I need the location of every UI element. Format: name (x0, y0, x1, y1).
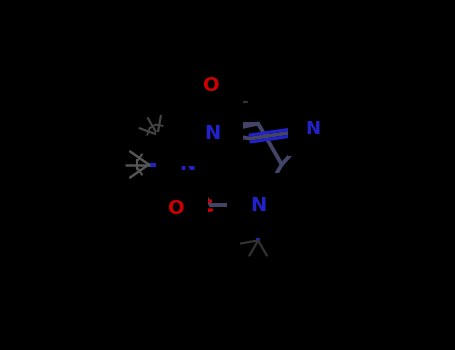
Text: N: N (179, 155, 195, 174)
Text: N: N (306, 120, 321, 138)
Text: O: O (167, 199, 184, 218)
Text: N: N (204, 124, 220, 143)
Text: N: N (250, 196, 266, 215)
Text: O: O (202, 76, 219, 94)
